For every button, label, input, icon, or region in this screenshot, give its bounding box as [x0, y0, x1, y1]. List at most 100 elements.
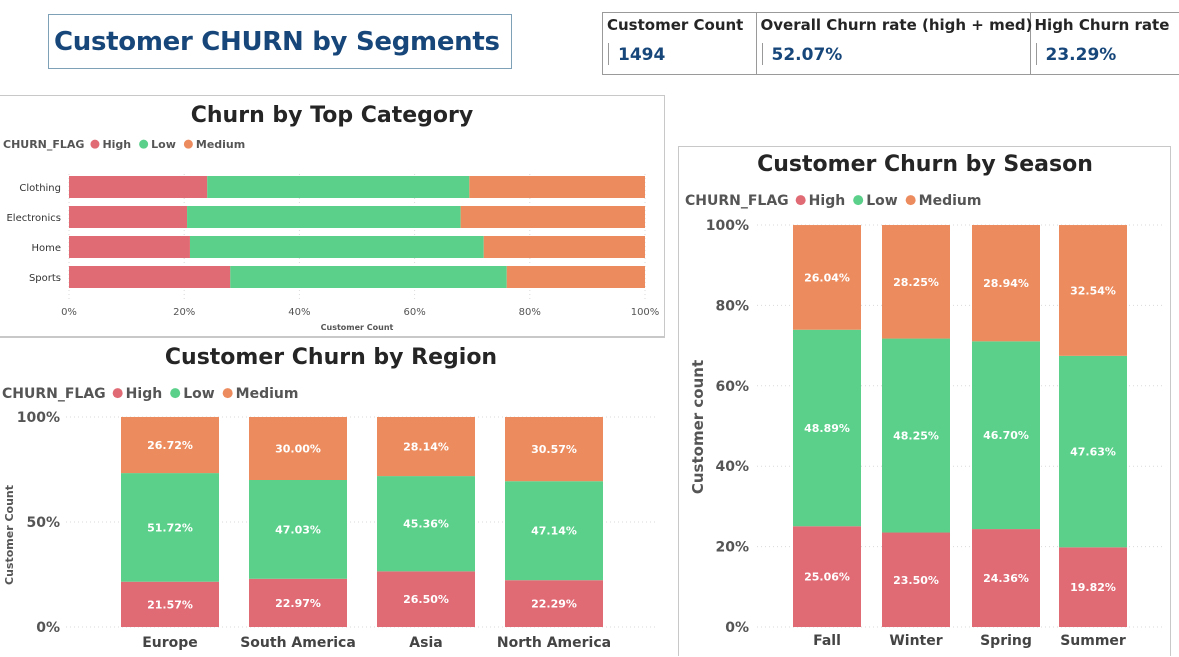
x-tick-label: North America — [497, 635, 611, 651]
x-tick-label: 40% — [288, 307, 310, 318]
kpi-customer-count[interactable]: Customer Count 1494 — [603, 13, 757, 74]
x-tick-label: 100% — [631, 307, 660, 318]
bar-segment-high[interactable] — [69, 206, 187, 228]
x-axis-label: Customer Count — [321, 323, 394, 332]
data-label: 30.00% — [275, 443, 321, 456]
x-tick-label: Europe — [142, 635, 198, 651]
y-tick-label: Home — [31, 243, 61, 254]
kpi-label: Customer Count — [607, 16, 756, 34]
bar-segment-high[interactable] — [69, 236, 190, 258]
data-label: 26.72% — [147, 439, 193, 452]
kpi-accent-bar — [608, 43, 609, 65]
legend-marker-low — [170, 388, 180, 398]
bar-segment-high[interactable] — [69, 176, 207, 198]
bar-segment-low[interactable] — [187, 206, 461, 228]
data-label: 23.50% — [893, 574, 939, 587]
x-tick-label: Fall — [813, 633, 841, 649]
legend-item-high[interactable]: High — [809, 193, 846, 209]
legend-marker-high — [90, 140, 99, 149]
data-label: 32.54% — [1070, 284, 1116, 297]
x-tick-label: South America — [240, 635, 356, 651]
data-label: 21.57% — [147, 598, 193, 611]
data-label: 28.14% — [403, 441, 449, 454]
legend-item-high[interactable]: High — [126, 386, 163, 402]
bar-segment-medium[interactable] — [484, 236, 645, 258]
y-tick-label: 100% — [706, 218, 749, 234]
data-label: 22.29% — [531, 598, 577, 611]
data-label: 47.63% — [1070, 446, 1116, 459]
y-tick-label: 100% — [17, 410, 60, 426]
legend-item-low[interactable]: Low — [151, 138, 176, 151]
y-tick-label: 50% — [26, 515, 60, 531]
bar-segment-low[interactable] — [190, 236, 484, 258]
data-label: 19.82% — [1070, 581, 1116, 594]
kpi-label: Overall Churn rate (high + med) — [761, 16, 1030, 34]
data-label: 51.72% — [147, 521, 193, 534]
data-label: 30.57% — [531, 443, 577, 456]
x-tick-label: 0% — [61, 307, 77, 318]
y-tick-label: Clothing — [19, 183, 61, 194]
x-tick-label: Spring — [980, 633, 1032, 649]
y-axis-label: Customer Count — [3, 485, 16, 585]
x-tick-label: Summer — [1060, 633, 1126, 649]
category-chart: Churn by Top Category CHURN_FLAG High Low Me… — [0, 96, 666, 338]
bar-segment-medium[interactable] — [461, 206, 645, 228]
legend-title: CHURN_FLAG — [685, 193, 789, 209]
data-label: 45.36% — [403, 518, 449, 531]
data-label: 47.14% — [531, 525, 577, 538]
legend-item-high[interactable]: High — [102, 138, 131, 151]
kpi-value: 52.07% — [772, 45, 843, 65]
dashboard-title: Customer CHURN by Segments — [54, 27, 500, 57]
bar-segment-high[interactable] — [69, 266, 230, 288]
data-label: 47.03% — [275, 523, 321, 536]
legend-marker-high — [113, 388, 123, 398]
legend-item-low[interactable]: Low — [866, 193, 898, 209]
bar-segment-low[interactable] — [230, 266, 506, 288]
y-tick-label: 20% — [715, 540, 749, 556]
legend-item-low[interactable]: Low — [183, 386, 215, 402]
data-label: 24.36% — [983, 572, 1029, 585]
legend-item-medium[interactable]: Medium — [236, 386, 299, 402]
y-tick-label: Electronics — [6, 213, 61, 224]
data-label: 25.06% — [804, 571, 850, 584]
data-label: 48.89% — [804, 422, 850, 435]
legend-item-medium[interactable]: Medium — [196, 138, 245, 151]
y-tick-label: 0% — [36, 620, 60, 636]
legend-marker-high — [796, 195, 806, 205]
kpi-label: High Churn rate — [1035, 16, 1179, 34]
legend-title: CHURN_FLAG — [3, 138, 84, 151]
y-tick-label: 60% — [715, 379, 749, 395]
kpi-high-churn-rate[interactable]: High Churn rate 23.29% — [1031, 13, 1179, 74]
kpi-overall-churn-rate[interactable]: Overall Churn rate (high + med) 52.07% — [757, 13, 1031, 74]
data-label: 22.97% — [275, 597, 321, 610]
y-tick-label: Sports — [29, 273, 61, 284]
y-tick-label: 80% — [715, 298, 749, 314]
legend-marker-low — [139, 140, 148, 149]
legend-item-medium[interactable]: Medium — [919, 193, 982, 209]
chart-panel-category[interactable]: Churn by Top Category CHURN_FLAG High Low Me… — [0, 95, 665, 337]
y-axis-label: Customer count — [689, 360, 707, 494]
bar-segment-medium[interactable] — [507, 266, 645, 288]
x-tick-label: 60% — [403, 307, 425, 318]
x-tick-label: 80% — [519, 307, 541, 318]
legend-title: CHURN_FLAG — [2, 386, 106, 402]
legend-marker-medium — [223, 388, 233, 398]
kpi-value: 1494 — [618, 45, 665, 65]
data-label: 28.25% — [893, 276, 939, 289]
y-tick-label: 40% — [715, 459, 749, 475]
legend-marker-low — [853, 195, 863, 205]
bar-segment-medium[interactable] — [469, 176, 645, 198]
data-label: 48.25% — [893, 430, 939, 443]
kpi-accent-bar — [762, 43, 763, 65]
kpi-accent-bar — [1036, 43, 1037, 65]
legend-marker-medium — [906, 195, 916, 205]
bar-segment-low[interactable] — [207, 176, 469, 198]
chart-title: Churn by Top Category — [191, 103, 473, 128]
dashboard-title-box: Customer CHURN by Segments — [48, 14, 512, 69]
y-tick-label: 0% — [725, 620, 749, 636]
data-label: 46.70% — [983, 429, 1029, 442]
x-tick-label: Winter — [889, 633, 942, 649]
